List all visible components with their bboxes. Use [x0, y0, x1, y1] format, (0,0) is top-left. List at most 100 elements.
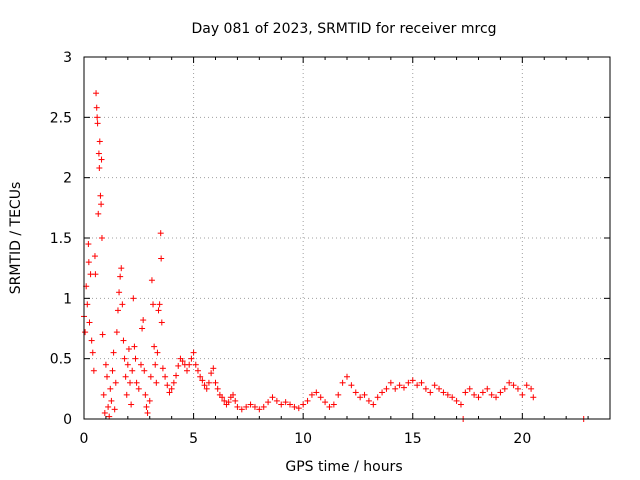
data-point [95, 210, 102, 217]
data-point [105, 403, 112, 410]
data-point [436, 385, 443, 392]
data-point [308, 391, 315, 398]
data-point [361, 391, 368, 398]
data-point [125, 346, 132, 353]
data-point [123, 391, 130, 398]
data-point [427, 389, 434, 396]
data-point [462, 389, 469, 396]
grid [84, 57, 610, 419]
plot-frame [83, 56, 611, 420]
data-point [121, 355, 128, 362]
data-point [418, 379, 425, 386]
data-point [317, 394, 324, 401]
data-point [108, 397, 115, 404]
y-tick-label: 0 [63, 412, 72, 428]
data-point [530, 394, 537, 401]
data-point [414, 382, 421, 389]
data-point [190, 349, 197, 356]
data-point [154, 349, 161, 356]
data-point [256, 406, 263, 413]
data-point [194, 367, 201, 374]
data-point [104, 373, 111, 380]
data-point [133, 379, 140, 386]
data-point [344, 373, 350, 380]
data-point [273, 397, 280, 404]
data-point [300, 401, 307, 408]
y-tick-label: 3 [63, 50, 72, 66]
data-point [88, 337, 95, 344]
data-point [148, 277, 155, 284]
data-point [158, 319, 165, 326]
data-point [110, 349, 117, 356]
x-tick-label: 5 [189, 431, 198, 447]
data-point [396, 382, 403, 389]
data-point [85, 241, 92, 248]
data-point [221, 397, 228, 404]
data-point [440, 389, 447, 396]
data-point [205, 379, 212, 386]
data-point [155, 307, 162, 314]
x-tick-label: 10 [294, 431, 312, 447]
data-point [199, 377, 206, 384]
x-tick-label: 0 [80, 431, 89, 447]
data-point [335, 391, 342, 398]
data-point [97, 192, 104, 199]
data-point [304, 397, 311, 404]
data-point [188, 355, 195, 362]
data-point [214, 385, 221, 392]
data-point [210, 365, 217, 372]
data-point [109, 367, 116, 374]
data-point [471, 391, 478, 398]
data-point [93, 104, 100, 111]
data-point [326, 403, 333, 410]
data-point [168, 385, 175, 392]
data-point [107, 385, 114, 392]
data-point [383, 385, 390, 392]
data-point [124, 361, 131, 368]
data-point [144, 409, 151, 416]
data-point [405, 379, 412, 386]
data-point [116, 289, 123, 296]
data-point [111, 406, 118, 413]
data-point [170, 379, 177, 386]
data-point [147, 373, 154, 380]
data-point [192, 361, 199, 368]
data-point [484, 385, 491, 392]
axis-ticks: 0 5 10 15 20 0 0.5 1 1.5 2 2.5 3 [50, 50, 610, 447]
data-point [102, 361, 109, 368]
data-point [392, 385, 399, 392]
data-point [234, 403, 241, 410]
data-point [400, 384, 407, 391]
data-point [158, 255, 165, 262]
data-point [230, 391, 237, 398]
data-point [141, 367, 148, 374]
data-point [143, 403, 150, 410]
data-point [173, 372, 180, 379]
y-tick-label: 1 [63, 291, 72, 307]
data-point [357, 394, 364, 401]
y-tick-label: 2.5 [50, 110, 72, 126]
data-point [84, 301, 91, 308]
data-point [444, 391, 451, 398]
data-point [120, 337, 127, 344]
data-point [475, 394, 482, 401]
data-point [488, 391, 495, 398]
data-point [137, 361, 144, 368]
data-point [352, 389, 359, 396]
data-point [457, 401, 464, 408]
x-tick-label: 15 [404, 431, 422, 447]
data-point [164, 382, 171, 389]
data-point [374, 394, 381, 401]
data-point [162, 373, 169, 380]
data-point [184, 367, 191, 374]
data-point [519, 391, 526, 398]
data-point [142, 391, 149, 398]
data-point [322, 399, 329, 406]
data-point [370, 401, 377, 408]
data-point [295, 405, 302, 412]
data-point [179, 358, 186, 365]
data-point [260, 403, 267, 410]
data-point [379, 389, 386, 396]
data-point [90, 367, 97, 374]
